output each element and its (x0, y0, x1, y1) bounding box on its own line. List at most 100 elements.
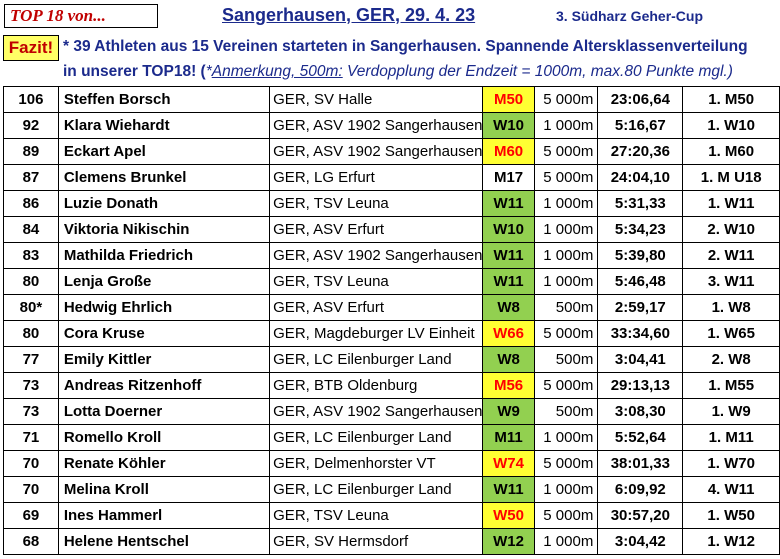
points-cell: 73 (3, 398, 59, 425)
table-row: 68 Helene Hentschel GER, SV Hermsdorf W12 1 … (3, 528, 780, 555)
class-placement: 1. M50 (682, 86, 780, 113)
age-class: W9 (482, 398, 535, 425)
club-name: GER, ASV 1902 Sangerhausen (269, 112, 484, 139)
table-row: 73 Andreas Ritzenhoff GER, BTB Oldenburg M5… (3, 372, 780, 399)
distance: 5 000m (533, 320, 599, 347)
points-cell: 77 (3, 346, 59, 373)
age-class: W11 (482, 476, 535, 503)
age-class: M50 (482, 86, 535, 113)
distance: 1 000m (533, 190, 599, 217)
class-placement: 1. M11 (682, 424, 780, 451)
table-row: 80* Hedwig Ehrlich GER, ASV Erfurt W8 500m 2:… (3, 294, 780, 321)
points-cell: 70 (3, 450, 59, 477)
club-name: GER, ASV 1902 Sangerhausen (269, 398, 484, 425)
athlete-name: Ines Hammerl (57, 502, 271, 529)
athlete-name: Viktoria Nikischin (57, 216, 271, 243)
points-cell: 73 (3, 372, 59, 399)
club-name: GER, Delmenhorster VT (269, 450, 484, 477)
results-table: 106 Steffen Borsch GER, SV Halle M50 5 000m 2… (3, 86, 780, 555)
points-cell: 68 (3, 528, 59, 555)
points-cell: 70 (3, 476, 59, 503)
header: TOP 18 von... Sangerhausen, GER, 29. 4. … (0, 0, 780, 34)
table-row: 106 Steffen Borsch GER, SV Halle M50 5 000m 2… (3, 86, 780, 113)
summary-line-2-star: * (205, 63, 212, 80)
finish-time: 5:39,80 (597, 242, 684, 269)
points-cell: 106 (3, 86, 59, 113)
finish-time: 5:34,23 (597, 216, 684, 243)
finish-time: 5:52,64 (597, 424, 684, 451)
distance: 5 000m (533, 138, 599, 165)
distance: 5 000m (533, 86, 599, 113)
club-name: GER, LC Eilenburger Land (269, 476, 484, 503)
athlete-name: Cora Kruse (57, 320, 271, 347)
age-class: M56 (482, 372, 535, 399)
athlete-name: Luzie Donath (57, 190, 271, 217)
club-name: GER, ASV 1902 Sangerhausen (269, 138, 484, 165)
table-row: 80 Cora Kruse GER, Magdeburger LV Einheit W… (3, 320, 780, 347)
table-row: 84 Viktoria Nikischin GER, ASV Erfurt W10 1 … (3, 216, 780, 243)
age-class: W50 (482, 502, 535, 529)
points-cell: 87 (3, 164, 59, 191)
athlete-name: Renate Köhler (57, 450, 271, 477)
distance: 1 000m (533, 268, 599, 295)
summary-line-2: in unserer TOP18! (*Anmerkung, 500m: Ver… (63, 62, 778, 82)
distance: 1 000m (533, 216, 599, 243)
club-name: GER, TSV Leuna (269, 268, 484, 295)
points-cell: 80 (3, 268, 59, 295)
finish-time: 38:01,33 (597, 450, 684, 477)
finish-time: 29:13,13 (597, 372, 684, 399)
club-name: GER, BTB Oldenburg (269, 372, 484, 399)
table-row: 73 Lotta Doerner GER, ASV 1902 Sangerhause… (3, 398, 780, 425)
age-class: W11 (482, 242, 535, 269)
table-row: 69 Ines Hammerl GER, TSV Leuna W50 5 000m 30:… (3, 502, 780, 529)
cup-name: 3. Südharz Geher-Cup (556, 8, 704, 24)
club-name: GER, ASV 1902 Sangerhausen (269, 242, 484, 269)
athlete-name: Helene Hentschel (57, 528, 271, 555)
class-placement: 1. W70 (682, 450, 780, 477)
class-placement: 1. W65 (682, 320, 780, 347)
age-class: M17 (482, 164, 535, 191)
finish-time: 5:16,67 (597, 112, 684, 139)
age-class: M60 (482, 138, 535, 165)
athlete-name: Eckart Apel (57, 138, 271, 165)
athlete-name: Lotta Doerner (57, 398, 271, 425)
finish-time: 6:09,92 (597, 476, 684, 503)
finish-time: 30:57,20 (597, 502, 684, 529)
distance: 1 000m (533, 424, 599, 451)
table-row: 80 Lenja Große GER, TSV Leuna W11 1 000m 5:46… (3, 268, 780, 295)
club-name: GER, TSV Leuna (269, 502, 484, 529)
class-placement: 1. W11 (682, 190, 780, 217)
distance: 5 000m (533, 164, 599, 191)
club-name: GER, SV Halle (269, 86, 484, 113)
class-placement: 1. W9 (682, 398, 780, 425)
points-cell: 80* (3, 294, 59, 321)
age-class: W12 (482, 528, 535, 555)
class-placement: 1. W10 (682, 112, 780, 139)
table-row: 92 Klara Wiehardt GER, ASV 1902 Sangerhaus… (3, 112, 780, 139)
class-placement: 2. W10 (682, 216, 780, 243)
distance: 1 000m (533, 528, 599, 555)
points-cell: 80 (3, 320, 59, 347)
club-name: GER, LG Erfurt (269, 164, 484, 191)
age-class: W66 (482, 320, 535, 347)
athlete-name: Andreas Ritzenhoff (57, 372, 271, 399)
age-class: W11 (482, 190, 535, 217)
table-row: 87 Clemens Brunkel GER, LG Erfurt M17 5 000m… (3, 164, 780, 191)
summary-line-2-rest: Verdopplung der Endzeit = 1000m, max.80 … (342, 63, 733, 80)
athlete-name: Romello Kroll (57, 424, 271, 451)
points-cell: 69 (3, 502, 59, 529)
distance: 1 000m (533, 476, 599, 503)
class-placement: 3. W11 (682, 268, 780, 295)
age-class: W8 (482, 346, 535, 373)
table-row: 70 Renate Köhler GER, Delmenhorster VT W74 5… (3, 450, 780, 477)
finish-time: 3:04,41 (597, 346, 684, 373)
age-class: W74 (482, 450, 535, 477)
summary-line-2-note: Anmerkung, 500m: (211, 63, 343, 80)
distance: 1 000m (533, 112, 599, 139)
distance: 5 000m (533, 502, 599, 529)
class-placement: 2. W8 (682, 346, 780, 373)
age-class: W8 (482, 294, 535, 321)
age-class: W10 (482, 112, 535, 139)
finish-time: 3:04,42 (597, 528, 684, 555)
distance: 5 000m (533, 372, 599, 399)
